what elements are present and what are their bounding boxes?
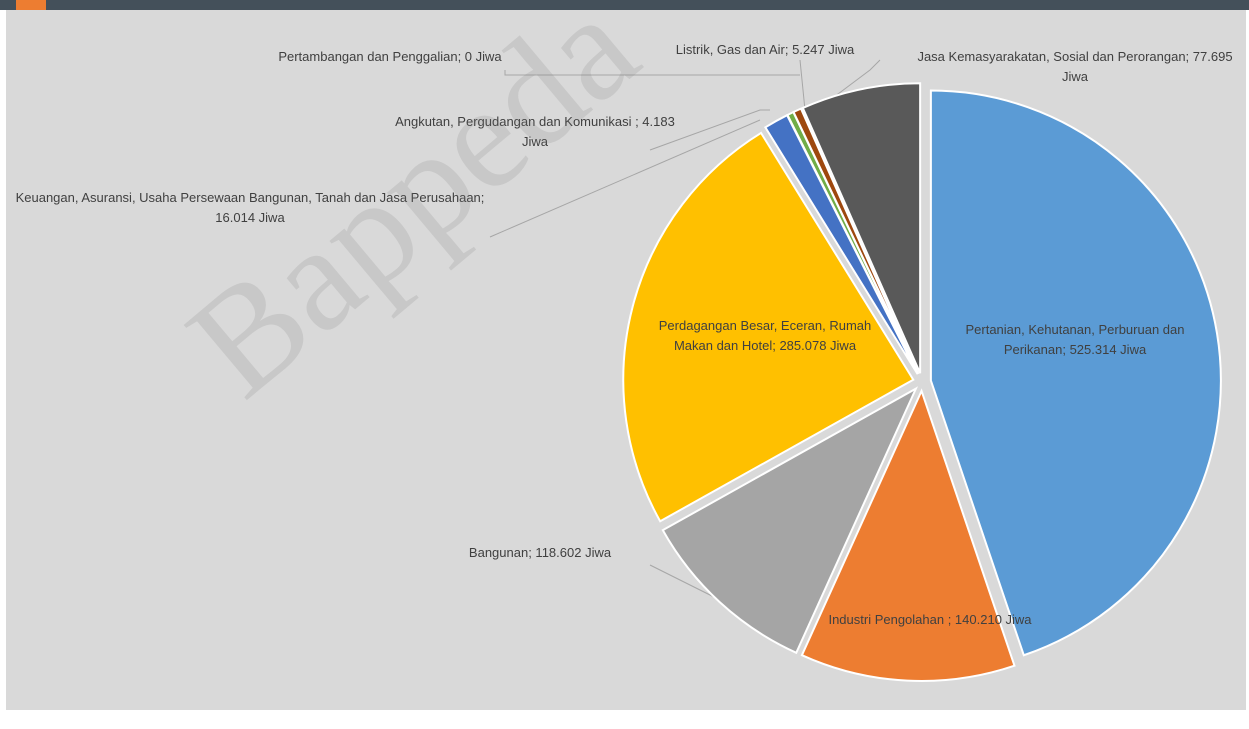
pie-slice	[800, 388, 1016, 682]
top-bar	[0, 0, 1249, 10]
data-label: Jasa Kemasyarakatan, Sosial dan Perorang…	[917, 49, 1233, 84]
data-label: Angkutan, Pergudangan dan Komunikasi ; 4…	[395, 114, 675, 149]
data-label: Listrik, Gas dan Air; 5.247 Jiwa	[675, 42, 855, 57]
data-label: Pertanian, Kehutanan, Perburuan dan Peri…	[965, 322, 1185, 357]
data-label: Perdagangan Besar, Eceran, Rumah Makan d…	[658, 318, 872, 353]
data-label: Bangunan; 118.602 Jiwa	[468, 545, 612, 560]
pie-slice	[792, 107, 920, 375]
pie-slice	[622, 131, 915, 523]
pie-slice	[929, 89, 1222, 657]
leader-lines	[489, 59, 881, 601]
data-label: Industri Pengolahan ; 140.210 Jiwa	[828, 612, 1032, 627]
pie-slice	[801, 82, 922, 374]
pie-slice	[661, 386, 919, 655]
data-label: Pertambangan dan Penggalian; 0 Jiwa	[278, 49, 502, 64]
top-bar-accent	[16, 0, 46, 10]
data-label: Keuangan, Asuransi, Usaha Persewaan Bang…	[15, 190, 485, 225]
